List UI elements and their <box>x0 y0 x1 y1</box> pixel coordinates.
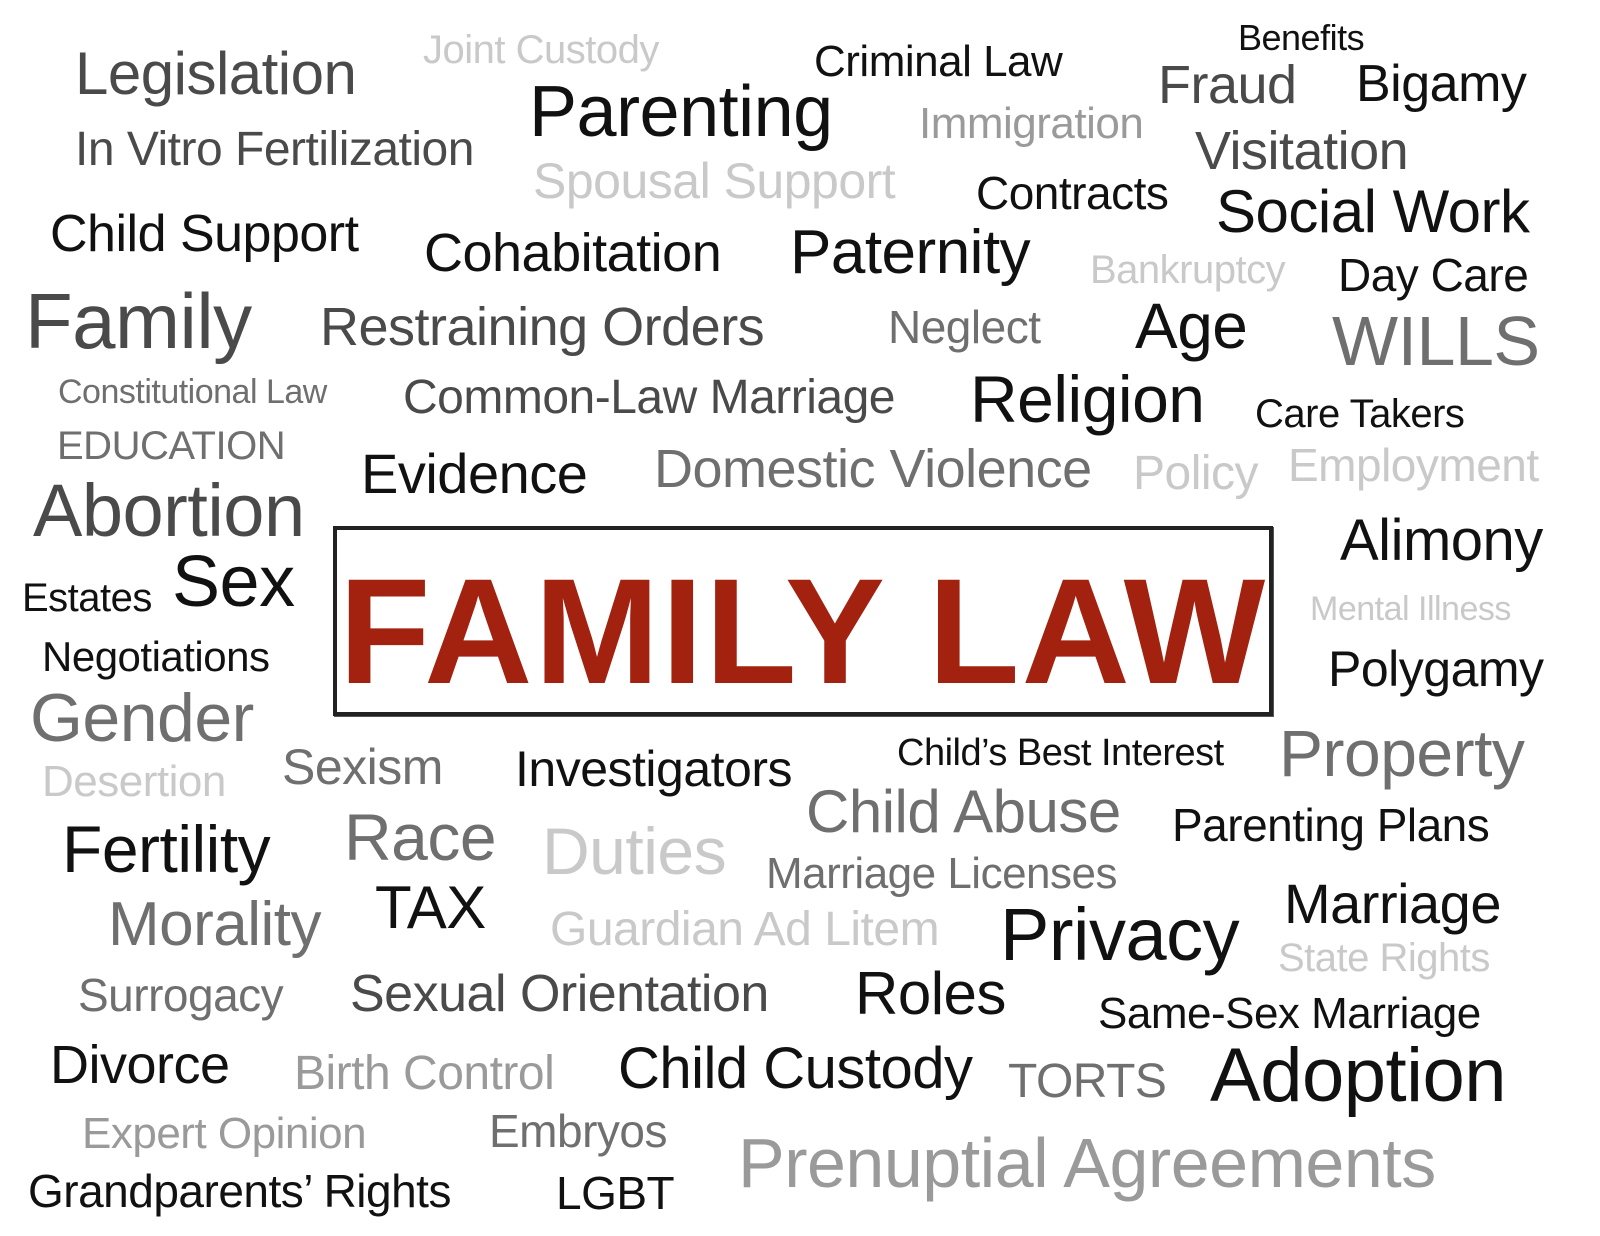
word-social-work: Social Work <box>1216 178 1530 245</box>
word-fraud: Fraud <box>1158 55 1297 115</box>
word-evidence: Evidence <box>361 442 588 505</box>
word-polygamy: Polygamy <box>1328 641 1544 697</box>
word-prenuptial-agreements: Prenuptial Agreements <box>738 1124 1436 1202</box>
word-benefits: Benefits <box>1238 17 1365 58</box>
word-paternity: Paternity <box>790 218 1031 287</box>
word-fertility: Fertility <box>62 812 271 886</box>
word-religion: Religion <box>970 362 1205 436</box>
word-education: EDUCATION <box>57 424 286 468</box>
word-desertion: Desertion <box>42 757 226 806</box>
family-law-title: FAMILY LAW <box>338 547 1268 715</box>
word-grandparents-rights: Grandparents’ Rights <box>28 1165 451 1217</box>
word-bigamy: Bigamy <box>1356 55 1527 113</box>
word-policy: Policy <box>1133 447 1259 500</box>
word-privacy: Privacy <box>1000 893 1240 976</box>
word-morality: Morality <box>108 890 322 959</box>
word-constitutional-law: Constitutional Law <box>58 373 327 411</box>
word-family: Family <box>25 277 252 365</box>
word-gender: Gender <box>30 680 254 756</box>
word-duties: Duties <box>542 814 727 888</box>
word-torts: TORTS <box>1008 1055 1167 1108</box>
word-bankruptcy: Bankruptcy <box>1090 248 1286 292</box>
word-alimony: Alimony <box>1340 508 1543 573</box>
word-child-custody: Child Custody <box>618 1036 973 1101</box>
word-marriage: Marriage <box>1284 872 1501 935</box>
word-roles: Roles <box>855 960 1006 1027</box>
word-spousal-support: Spousal Support <box>533 153 896 209</box>
word-divorce: Divorce <box>50 1035 230 1095</box>
family-law-title-box: FAMILY LAW <box>333 526 1273 716</box>
word-state-rights: State Rights <box>1278 936 1490 980</box>
word-care-takers: Care Takers <box>1255 392 1465 436</box>
word-expert-opinion: Expert Opinion <box>82 1109 367 1158</box>
word-estates: Estates <box>22 576 152 620</box>
word-marriage-licenses: Marriage Licenses <box>766 849 1118 898</box>
word-visitation: Visitation <box>1195 121 1409 181</box>
word-sexual-orientation: Sexual Orientation <box>350 965 769 1023</box>
word-domestic-violence: Domestic Violence <box>654 439 1092 499</box>
word-criminal-law: Criminal Law <box>814 37 1063 86</box>
word-restraining-orders: Restraining Orders <box>320 297 765 357</box>
word-child-support: Child Support <box>50 205 359 263</box>
word-joint-custody: Joint Custody <box>423 28 659 72</box>
word-embryos: Embryos <box>489 1105 667 1157</box>
word-tax: TAX <box>375 874 486 941</box>
word-birth-control: Birth Control <box>294 1047 555 1100</box>
word-wills: WILLS <box>1332 302 1540 380</box>
word-child-abuse: Child Abuse <box>806 778 1121 845</box>
word-adoption: Adoption <box>1210 1033 1507 1118</box>
word-neglect: Neglect <box>888 301 1041 353</box>
word-common-law-marriage: Common-Law Marriage <box>403 371 896 424</box>
word-age: Age <box>1135 290 1248 362</box>
word-property: Property <box>1279 716 1525 790</box>
word-sex: Sex <box>172 542 295 622</box>
word-surrogacy: Surrogacy <box>78 969 284 1021</box>
word-childs-best-interest: Child’s Best Interest <box>897 732 1224 774</box>
word-employment: Employment <box>1288 439 1539 491</box>
word-race: Race <box>344 800 497 874</box>
word-cohabitation: Cohabitation <box>424 223 722 283</box>
word-abortion: Abortion <box>33 469 305 552</box>
word-immigration: Immigration <box>919 99 1144 148</box>
word-investigators: Investigators <box>515 741 792 797</box>
word-legislation: Legislation <box>75 40 357 107</box>
word-parenting-plans: Parenting Plans <box>1172 799 1490 851</box>
word-sexism: Sexism <box>282 739 443 795</box>
word-same-sex-marriage: Same-Sex Marriage <box>1098 989 1481 1038</box>
word-parenting: Parenting <box>529 72 833 152</box>
word-in-vitro-fertilization: In Vitro Fertilization <box>75 123 474 176</box>
word-day-care: Day Care <box>1338 249 1529 301</box>
word-contracts: Contracts <box>976 167 1169 219</box>
word-mental-illness: Mental Illness <box>1310 590 1511 628</box>
word-guardian-ad-litem: Guardian Ad Litem <box>550 903 940 956</box>
word-negotiations: Negotiations <box>42 633 270 680</box>
word-lgbt: LGBT <box>556 1167 675 1219</box>
